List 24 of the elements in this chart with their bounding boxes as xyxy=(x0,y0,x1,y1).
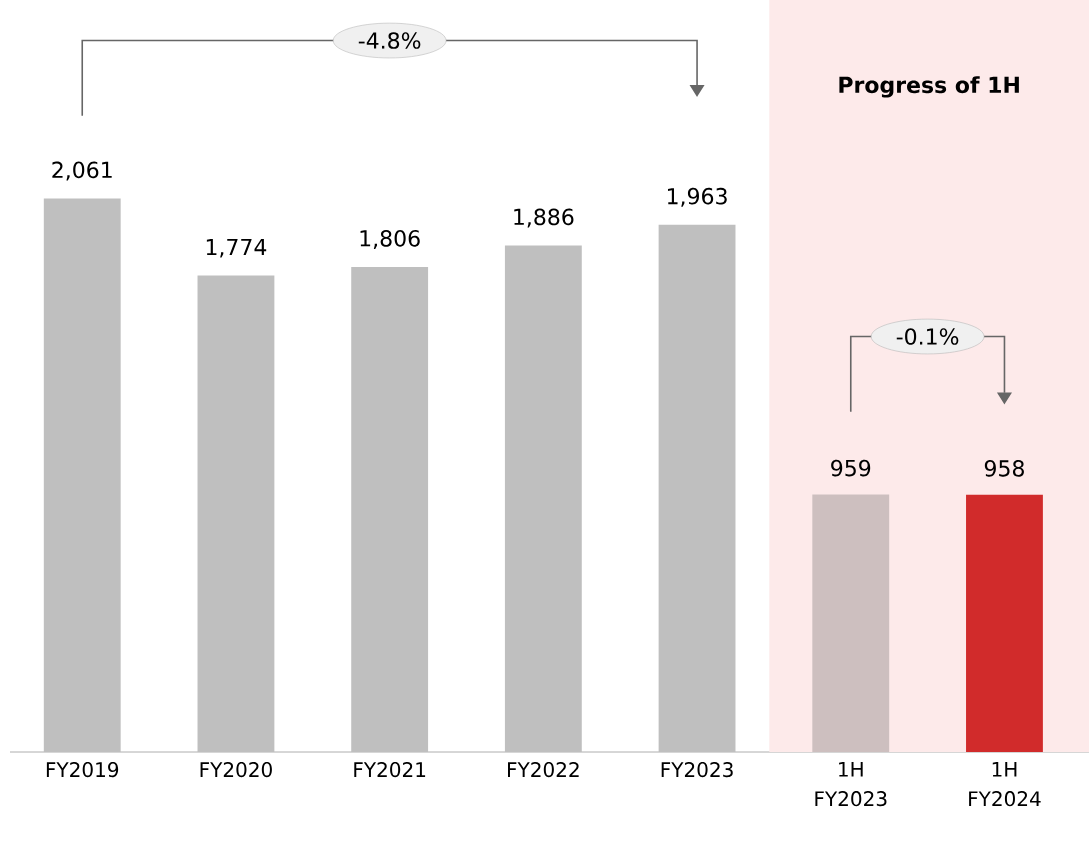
bar xyxy=(658,224,736,752)
x-tick-label: FY2019 xyxy=(46,762,119,778)
data-label: 959 xyxy=(831,459,871,477)
data-label: 1,806 xyxy=(360,230,420,249)
x-tick-label: FY2022 xyxy=(508,762,579,778)
data-label: 1,774 xyxy=(206,238,267,258)
annotation: -0.1% xyxy=(896,328,959,345)
bar xyxy=(197,275,275,752)
x-tick-label: 1H FY2023 xyxy=(815,762,887,807)
data-label: 958 xyxy=(984,460,1024,477)
bar xyxy=(966,494,1043,752)
x-tick-label: FY2023 xyxy=(661,762,733,778)
bar xyxy=(351,266,429,752)
band-label: Progress of 1H xyxy=(839,76,1019,98)
bar xyxy=(43,198,121,752)
x-tick-label: FY2020 xyxy=(200,762,272,778)
x-tick-label: FY2021 xyxy=(354,762,426,778)
annotation: -4.8% xyxy=(358,32,421,49)
x-tick-label: 1H FY2024 xyxy=(969,762,1041,807)
bar xyxy=(812,494,890,752)
data-label: 1,886 xyxy=(514,208,574,228)
bar xyxy=(504,245,582,752)
data-label: 1,963 xyxy=(667,187,727,207)
data-label: 2,061 xyxy=(52,161,112,181)
